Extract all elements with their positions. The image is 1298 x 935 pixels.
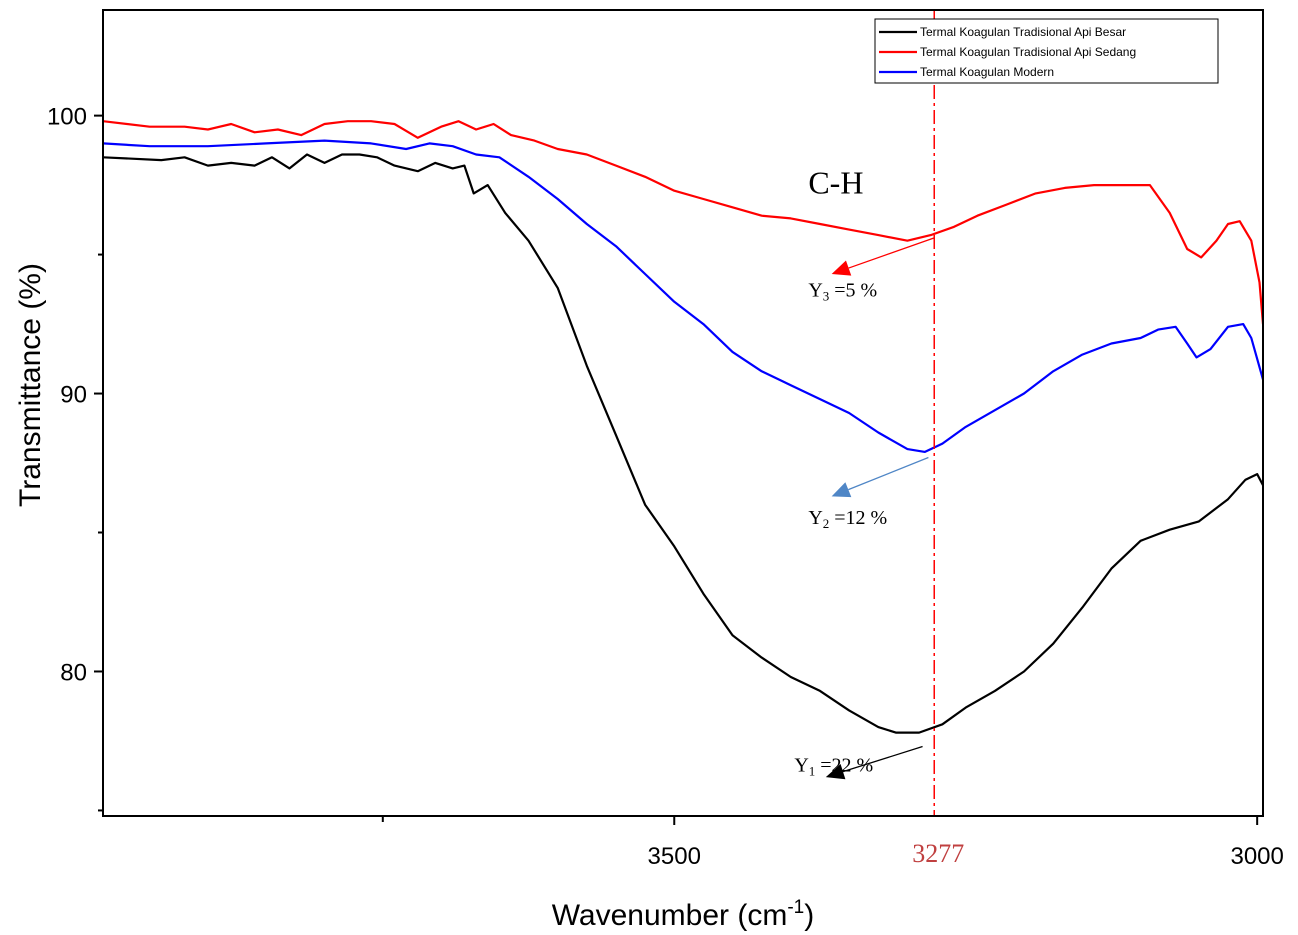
- legend: Termal Koagulan Tradisional Api Besar Ter…: [874, 18, 1219, 84]
- annotation-arrow-3: [842, 745, 923, 773]
- legend-label-2: Termal Koagulan Tradisional Api Sedang: [920, 45, 1136, 59]
- axes-layer: 3500 3000 80 90 100: [47, 104, 1284, 870]
- legend-label-3: Termal Koagulan Modern: [920, 65, 1054, 79]
- annotation-3: Y1 =22 %: [794, 755, 873, 779]
- annotation-layer: C-H Y3 =5 % Y2 =12 % Y1 =22 %: [794, 164, 935, 780]
- annotation-0: C-H: [808, 164, 863, 200]
- annotation-1: Y3 =5 %: [808, 279, 877, 303]
- marker-layer: 3277: [912, 10, 964, 868]
- annotation-arrow-1: [848, 237, 935, 269]
- series-line-2: [103, 120, 1263, 325]
- series-line-3: [103, 139, 1263, 453]
- annotation-arrowhead-3: [825, 764, 846, 780]
- x-tick-label-2: 3000: [1230, 843, 1283, 870]
- annotation-2: Y2 =12 %: [808, 507, 887, 531]
- y-axis-title: Transmittance (%): [14, 263, 47, 507]
- y-tick-label-1: 80: [60, 659, 87, 686]
- annotation-arrowhead-2: [831, 482, 852, 498]
- plot-frame: [102, 9, 1264, 817]
- x-tick-label-1: 3500: [648, 843, 701, 870]
- annotation-arrow-2: [848, 456, 929, 491]
- legend-label-1: Termal Koagulan Tradisional Api Besar: [920, 25, 1126, 39]
- annotation-arrowhead-1: [831, 260, 852, 276]
- y-tick-label-2: 90: [60, 382, 87, 409]
- x-axis-title: Wavenumber (cm-1): [552, 897, 815, 932]
- series-layer: [103, 120, 1263, 734]
- legend-box: [874, 18, 1219, 84]
- y-tick-label-3: 100: [47, 104, 87, 131]
- marker-label-1: 3277: [912, 839, 964, 868]
- series-line-1: [103, 153, 1263, 734]
